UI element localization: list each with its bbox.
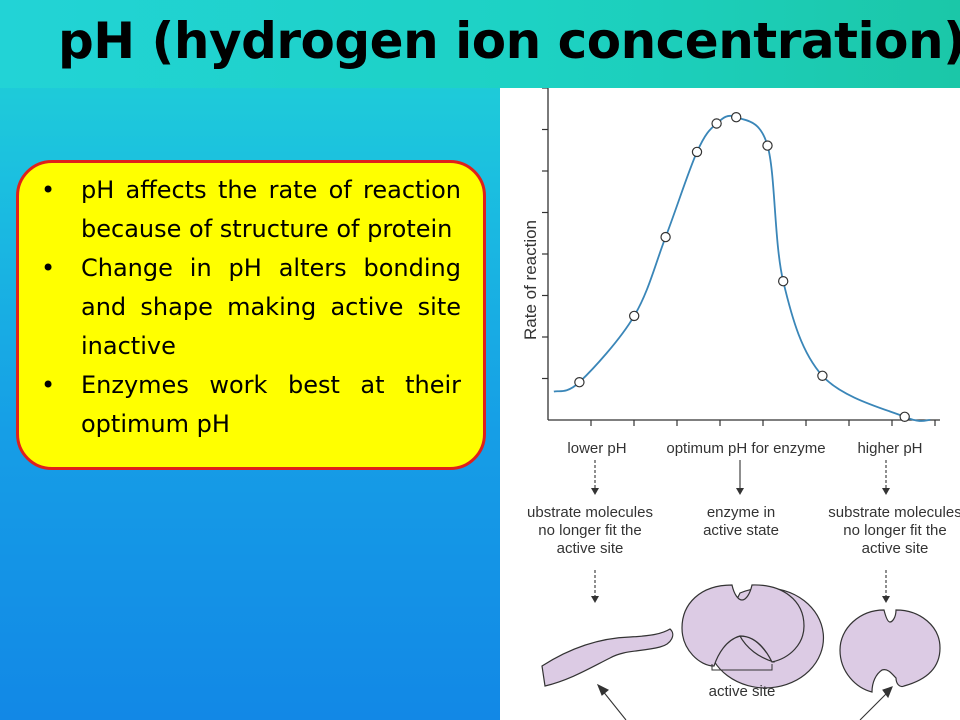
bullet-list: • pH affects the rate of reaction becaus… (37, 171, 461, 444)
state-description-lower: ubstrate molecules no longer fit the activ… (527, 504, 653, 557)
state-description-higher: substrate molecules no longer fit the acti… (828, 504, 960, 557)
figure-svg: Rate of reaction lower pH optimum pH for… (521, 88, 960, 720)
bullet-item: • pH affects the rate of reaction becaus… (37, 171, 461, 249)
arrowhead-icon (591, 488, 599, 495)
arrowhead-icon (882, 596, 890, 603)
bullet-item: • Enzymes work best at their optimum pH (37, 366, 461, 444)
data-point (660, 231, 671, 243)
arrowhead-icon (882, 488, 890, 495)
axis-ticks (542, 88, 936, 426)
data-point (762, 140, 773, 151)
x-region-label-lower: lower pH (567, 440, 626, 457)
active-enzyme-body (681, 584, 805, 667)
slide-title: pH (hydrogen ion concentration) (58, 12, 960, 70)
enzyme-ph-figure: Rate of reaction lower pH optimum pH for… (500, 88, 960, 720)
data-point (899, 411, 910, 422)
bullet-text: pH affects the rate of reaction because … (81, 176, 461, 243)
title-band (0, 0, 960, 88)
arrowheads (591, 488, 890, 603)
arrowhead-icon (736, 488, 744, 495)
bottom-arrows (596, 683, 893, 720)
bullet-text: Enzymes work best at their optimum pH (81, 371, 461, 438)
description-line: no longer fit the (538, 522, 641, 539)
arrowhead-icon (591, 596, 599, 603)
x-region-label-higher: higher pH (857, 440, 922, 457)
data-point (628, 310, 640, 322)
y-axis-label: Rate of reaction (521, 220, 540, 340)
data-point (691, 146, 703, 158)
data-point (574, 377, 585, 388)
arrow-line (859, 691, 889, 720)
data-point (817, 370, 828, 381)
data-point (730, 112, 742, 123)
region-arrows (594, 460, 887, 596)
denatured-enzyme-lower-shape (541, 628, 674, 687)
bullet-dot-icon: • (41, 176, 56, 204)
bullet-text: Change in pH alters bonding and shape ma… (81, 254, 461, 360)
bullet-box: • pH affects the rate of reaction becaus… (16, 160, 486, 470)
x-region-label-optimum: optimum pH for enzyme (666, 440, 825, 457)
active-site-label: active site (709, 683, 776, 700)
description-line: no longer fit the (843, 522, 946, 539)
description-line: active site (557, 540, 624, 557)
arrowhead-icon (882, 686, 893, 699)
description-line: active state (703, 522, 779, 539)
arrowhead-icon (596, 683, 609, 696)
bullet-dot-icon: • (41, 254, 56, 282)
description-line: ubstrate molecules (527, 504, 653, 521)
active-site-bracket (711, 664, 773, 671)
description-line: active site (862, 540, 929, 557)
rate-curve (553, 114, 931, 422)
description-line: enzyme in (707, 504, 775, 521)
bullet-dot-icon: • (41, 371, 56, 399)
description-line: substrate molecules (828, 504, 960, 521)
data-points (574, 112, 910, 422)
chart-axes (547, 88, 940, 421)
data-point (778, 275, 789, 287)
state-description-optimum: enzyme in active state (703, 504, 779, 539)
denatured-enzyme-higher-shape (839, 609, 941, 693)
bullet-item: • Change in pH alters bonding and shape … (37, 249, 461, 366)
arrow-line (601, 689, 627, 720)
data-point (711, 118, 722, 129)
